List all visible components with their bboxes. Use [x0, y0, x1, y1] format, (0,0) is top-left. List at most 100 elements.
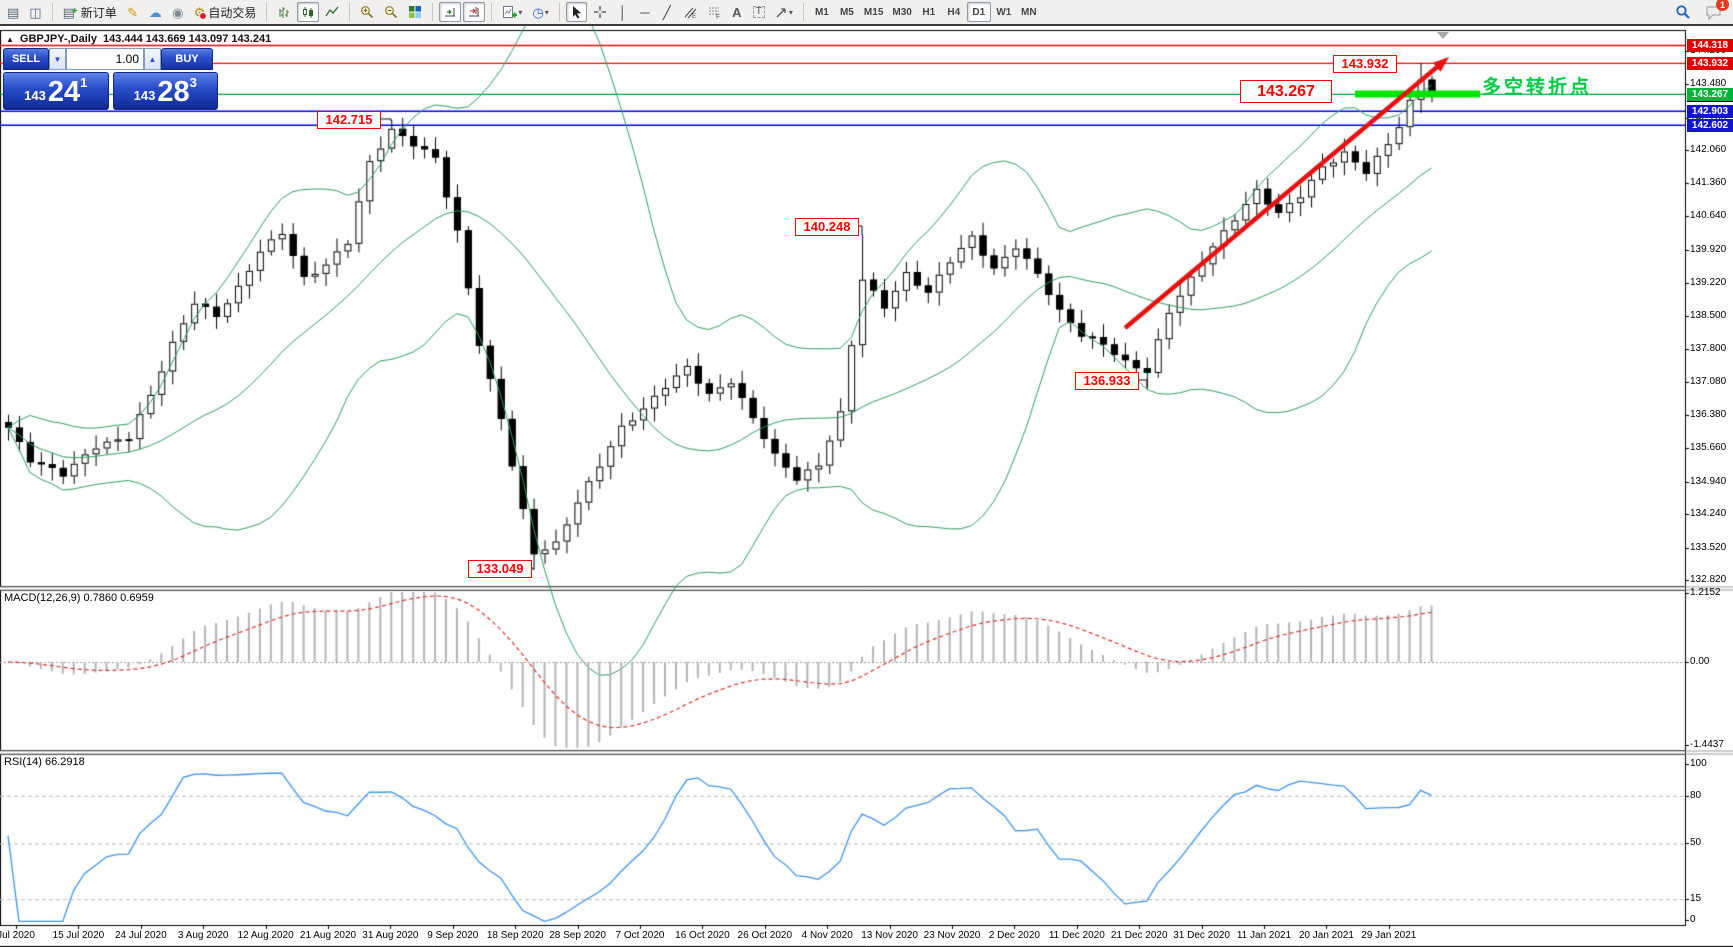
caret-down-icon: ▾ [544, 7, 549, 17]
ask-prefix: 143 [133, 88, 156, 104]
profiles-button[interactable]: ◫ [25, 2, 45, 22]
price-label-142.715[interactable]: 142.715 [317, 111, 381, 129]
tf-button-H1[interactable]: H1 [922, 6, 936, 18]
x-axis-date-label: 18 Sep 2020 [486, 930, 544, 941]
cursor-button[interactable] [565, 2, 587, 22]
price-badge-143.932: 143.932 [1687, 56, 1733, 70]
x-axis-date-label: 31 Dec 2020 [1173, 930, 1230, 941]
new-order-icon: ▤ + [62, 4, 78, 20]
vertical-line-button[interactable]: │ [613, 2, 633, 22]
new-chart-icon: ▤ [7, 4, 20, 20]
indicators-button[interactable]: ▾ [498, 2, 526, 22]
crosshair-button[interactable] [589, 2, 611, 22]
ask-price-button[interactable]: 143 28 3 [112, 72, 218, 110]
text-label-button[interactable]: T [749, 2, 769, 22]
community-button[interactable]: ☁ [145, 2, 166, 22]
zoom-in-button[interactable] [356, 2, 378, 22]
y-axis-tick-label: 132.820 [1690, 574, 1727, 586]
chart-shift-marker[interactable] [1437, 32, 1449, 39]
styler-icon: ✎ [127, 4, 139, 20]
price-label-143.267[interactable]: 143.267 [1240, 80, 1332, 103]
styler-button[interactable]: ✎ [123, 2, 143, 22]
toolbar-right: 1 [1671, 0, 1730, 22]
bid-sup: 1 [80, 75, 88, 90]
fibonacci-button[interactable]: F [703, 2, 725, 22]
signals-icon: ◉ [172, 4, 184, 20]
tf-button-H4[interactable]: H4 [947, 6, 961, 18]
tf-button-M15[interactable]: M15 [863, 6, 884, 18]
y-axis-tick-label: 137.800 [1690, 342, 1727, 354]
line-chart-button[interactable] [321, 2, 343, 22]
price-label-133.049[interactable]: 133.049 [468, 560, 532, 578]
separator [491, 3, 493, 21]
new-order-button[interactable]: ▤ + 新订单 [59, 2, 121, 22]
macd-axis-label: 0.00 [1690, 656, 1710, 667]
x-axis-date-label: 23 Nov 2020 [923, 930, 981, 941]
bid-big: 24 [47, 76, 81, 108]
tf-button-M30[interactable]: M30 [892, 6, 912, 18]
new-chart-button[interactable]: ▤ [3, 2, 23, 22]
channel-button[interactable]: E [679, 2, 701, 22]
notifications-button[interactable]: 1 [1701, 0, 1729, 22]
zoom-out-button[interactable] [380, 2, 402, 22]
cursor-icon [570, 5, 583, 19]
price-label-136.933[interactable]: 136.933 [1075, 372, 1139, 390]
tf-button-M1[interactable]: M1 [814, 6, 829, 18]
bar-chart-button[interactable] [273, 2, 295, 22]
symbol-info: ▲ GBPJPY-,Daily 143.444 143.669 143.097 … [6, 33, 271, 45]
rsi-axis-label: 50 [1690, 837, 1702, 848]
tile-windows-button[interactable] [404, 2, 426, 22]
search-icon [1675, 4, 1691, 20]
bid-price-button[interactable]: 143 24 1 [3, 72, 109, 110]
symbol-ohlc: 143.444 143.669 143.097 143.241 [102, 33, 272, 45]
svg-text:E: E [692, 14, 696, 19]
toolbar: ▤ ◫ ▤+ 新订单 ✎ ☁ ◉ ⚙ 自动交易 ▾ ◷▾ [0, 0, 1733, 26]
volume-increase-button[interactable]: ▲ [144, 48, 161, 70]
annotation-text[interactable]: 多空转折点 [1482, 77, 1593, 98]
volume-decrease-button[interactable]: ▼ [49, 48, 66, 70]
auto-trading-label: 自动交易 [208, 5, 257, 20]
tf-button-M5[interactable]: M5 [839, 6, 854, 18]
text-icon: A [732, 4, 742, 20]
macd-axis-label: 1.2152 [1690, 587, 1721, 598]
sell-button[interactable]: SELL [3, 48, 49, 70]
search-button[interactable] [1671, 2, 1695, 22]
auto-scroll-button[interactable] [439, 2, 462, 22]
buy-button[interactable]: BUY [161, 48, 213, 70]
horizontal-line-button[interactable]: ─ [635, 2, 655, 22]
auto-scroll-icon [443, 5, 457, 19]
periods-button[interactable]: ◷ ▾ [528, 2, 552, 22]
tf-button-D1[interactable]: D1 [966, 2, 991, 22]
ask-big: 28 [157, 76, 190, 108]
x-axis-date-label: 11 Jan 2021 [1236, 930, 1292, 941]
candlestick-chart-button[interactable] [297, 2, 320, 22]
rsi-label: RSI(14) 66.2918 [4, 756, 85, 768]
clock-icon: ◷ [532, 4, 544, 20]
y-axis-tick-label: 134.940 [1690, 475, 1727, 487]
line-chart-icon [325, 5, 339, 19]
separator [266, 3, 268, 21]
price-label-143.932[interactable]: 143.932 [1333, 55, 1397, 73]
signals-button[interactable]: ◉ [168, 2, 188, 22]
volume-input[interactable] [66, 48, 144, 70]
separator [802, 3, 804, 21]
indicators-icon [502, 5, 518, 19]
rsi-axis-label: 80 [1690, 790, 1702, 801]
trendline-button[interactable]: ╱ [657, 2, 677, 22]
tf-button-W1[interactable]: W1 [996, 6, 1012, 18]
price-label-140.248[interactable]: 140.248 [795, 218, 859, 236]
chart-shift-button[interactable] [463, 2, 486, 22]
tf-button-MN[interactable]: MN [1021, 6, 1037, 18]
zoom-in-icon [360, 5, 374, 19]
y-axis-tick-label: 140.640 [1690, 210, 1727, 222]
x-axis-date-label: 29 Jan 2021 [1361, 930, 1417, 941]
shapes-button[interactable]: ▾ [771, 2, 797, 22]
auto-trading-button[interactable]: ⚙ 自动交易 [190, 2, 261, 22]
text-button[interactable]: A [727, 2, 747, 22]
separator [51, 3, 53, 21]
price-badge-142.903: 142.903 [1687, 104, 1733, 118]
symbol-name: GBPJPY-,Daily [19, 33, 97, 45]
